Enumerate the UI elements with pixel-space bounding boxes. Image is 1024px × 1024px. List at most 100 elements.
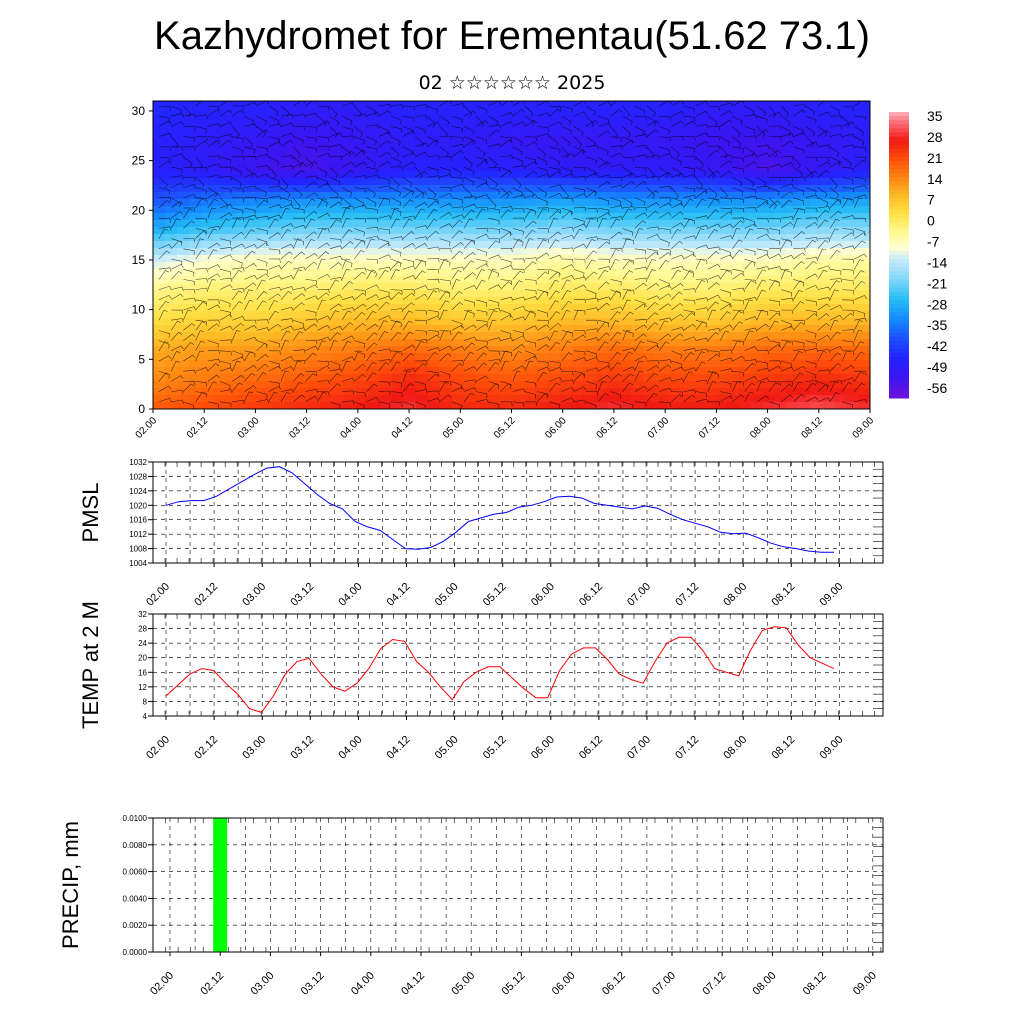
heatmap-cell [200, 367, 214, 375]
heatmap-cell [846, 318, 859, 326]
wind-barb [256, 300, 267, 311]
heatmap-cell [415, 346, 429, 354]
heatmap-cell [260, 122, 274, 130]
heatmap-cell [296, 115, 309, 123]
heatmap-cell [786, 276, 799, 284]
heatmap-cell [822, 381, 835, 389]
wind-barb [707, 198, 719, 209]
heatmap-cell [164, 157, 178, 165]
wind-barb [842, 279, 854, 285]
wind-barb [280, 291, 292, 300]
wind-barb [256, 340, 268, 349]
heatmap-cell [714, 171, 728, 179]
heatmap-cell [583, 213, 596, 221]
wind-barb [634, 277, 648, 282]
heatmap-cell [475, 206, 489, 214]
heatmap-cell [595, 283, 608, 291]
wind-barb [354, 113, 367, 118]
heatmap-cell [344, 395, 357, 403]
wind-barb [610, 401, 622, 409]
wind-barb [842, 121, 855, 127]
wind-barb [366, 146, 378, 153]
wind-barb [293, 302, 305, 311]
heatmap-cell [535, 283, 548, 291]
heatmap-cell [427, 115, 441, 123]
heatmap-cell [726, 129, 740, 137]
heatmap-cell [332, 248, 345, 256]
wind-barb [219, 133, 233, 139]
wind-barb [183, 323, 196, 331]
heatmap-cell [153, 171, 166, 179]
wind-barb [732, 355, 745, 362]
wind-barb [183, 248, 195, 255]
heatmap-cell [487, 290, 501, 298]
heatmap-cell [427, 283, 441, 291]
heatmap-cell [188, 339, 202, 347]
heatmap-cell [714, 297, 728, 305]
wind-barb [293, 394, 305, 403]
heatmap-cell [272, 381, 286, 389]
heatmap-cell [236, 255, 250, 263]
heatmap-cell [499, 108, 513, 116]
heatmap-cell [272, 227, 286, 235]
colorbar-swatch [889, 238, 909, 244]
heatmap-cell [236, 213, 250, 221]
wind-barb [207, 374, 220, 382]
wind-barb [720, 160, 733, 168]
wind-barb [341, 187, 353, 197]
heatmap-cell [272, 101, 286, 109]
wind-barb [402, 105, 415, 111]
heatmap-cell [690, 178, 704, 186]
wind-barb [171, 166, 183, 174]
wind-barb [354, 238, 366, 246]
heatmap-cell [451, 367, 465, 375]
wind-barb [427, 309, 439, 316]
wind-barb [720, 136, 730, 147]
heatmap-cell [439, 227, 453, 235]
wind-barb [207, 105, 220, 112]
wind-barb [476, 258, 488, 266]
heatmap-cell [786, 192, 799, 200]
heatmap-cell [224, 136, 238, 144]
wind-barb [634, 370, 644, 382]
heatmap-cell [535, 115, 548, 123]
heatmap-cell [356, 304, 369, 312]
wind-barb [549, 146, 561, 154]
wind-barb [829, 392, 840, 402]
heatmap-cell [332, 262, 345, 270]
heatmap-cell [571, 297, 584, 305]
heatmap-cell [642, 227, 656, 235]
heatmap-cell [176, 220, 190, 228]
wind-barb [488, 177, 498, 188]
heatmap-cell [666, 381, 680, 389]
wind-barb [219, 101, 233, 107]
heatmap-cell [798, 136, 811, 144]
heatmap-cell [427, 381, 441, 389]
colorbar-swatch [889, 185, 909, 191]
heatmap-cell [726, 164, 740, 172]
y-tick-label: 32 [138, 610, 147, 619]
heatmap-cell [296, 150, 309, 158]
heatmap-cell [344, 346, 357, 354]
wind-barb [366, 310, 377, 321]
heatmap-cell [595, 367, 608, 375]
wind-barb [341, 360, 351, 372]
heatmap-cell [559, 241, 572, 249]
wind-barb [598, 115, 609, 124]
wind-barb [793, 176, 806, 181]
heatmap-cell [272, 185, 286, 193]
wind-barb [244, 123, 257, 128]
heatmap-cell [439, 248, 453, 256]
heatmap-cell [690, 290, 704, 298]
heatmap-cell [368, 185, 381, 193]
heatmap-cell [487, 353, 501, 361]
wind-barb [756, 254, 770, 260]
wind-barb [622, 330, 631, 341]
wind-barb [537, 268, 549, 275]
heatmap-cell [200, 108, 214, 116]
heatmap-cell [236, 402, 250, 409]
heatmap-cell [260, 297, 274, 305]
heatmap-cell [690, 248, 704, 256]
heatmap-cell [308, 108, 321, 116]
heatmap-cell [284, 199, 297, 207]
